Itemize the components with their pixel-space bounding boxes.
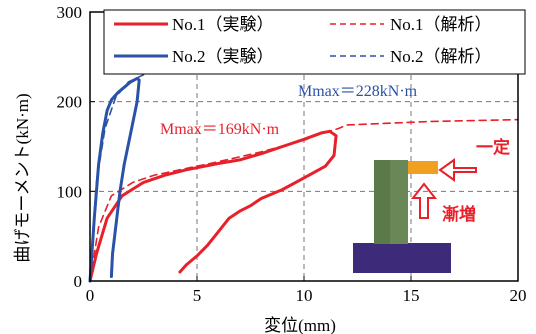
annotation-constant: 一定 xyxy=(476,137,510,157)
load-arrow-vertical xyxy=(410,182,438,219)
legend-box xyxy=(103,9,526,75)
x-tick-label: 15 xyxy=(403,286,420,305)
y-tick-label: 100 xyxy=(57,182,83,201)
x-tick-label: 5 xyxy=(193,286,202,305)
x-tick-label: 20 xyxy=(510,286,527,305)
series-line-4 xyxy=(89,66,273,282)
legend-label-no1-exp: No.1（実験） xyxy=(172,15,274,34)
legend: No.1（実験） No.1（解析） No.2（実験） No.2（解析） xyxy=(103,9,526,75)
series-line-2 xyxy=(89,118,519,282)
series-line-1 xyxy=(88,129,338,283)
load-arrow-horizontal xyxy=(438,158,477,182)
specimen-inset xyxy=(353,158,477,273)
annotation-mmax-no1: Mmax＝169kN·m xyxy=(160,121,280,138)
inset-load-block xyxy=(408,161,438,174)
annotation-increasing: 漸増 xyxy=(442,204,476,224)
x-axis-label: 変位(mm) xyxy=(264,316,336,334)
legend-label-no2-ana: No.2（解析） xyxy=(390,47,492,66)
inset-column-shade xyxy=(390,160,408,244)
inset-base-mesh xyxy=(353,243,451,273)
series-line-3 xyxy=(88,76,141,283)
x-tick-label: 0 xyxy=(86,286,95,305)
x-tick-label: 10 xyxy=(296,286,313,305)
legend-label-no2-exp: No.2（実験） xyxy=(172,47,274,66)
series xyxy=(88,66,519,283)
y-axis-label: 曲げモーメント(kN·m) xyxy=(13,93,32,262)
y-tick-label: 200 xyxy=(57,93,83,112)
annotation-mmax-no2: Mmax＝228kN·m xyxy=(298,83,418,100)
y-tick-label: 300 xyxy=(57,3,83,22)
y-tick-label: 0 xyxy=(74,272,83,291)
legend-label-no1-ana: No.1（解析） xyxy=(390,15,492,34)
